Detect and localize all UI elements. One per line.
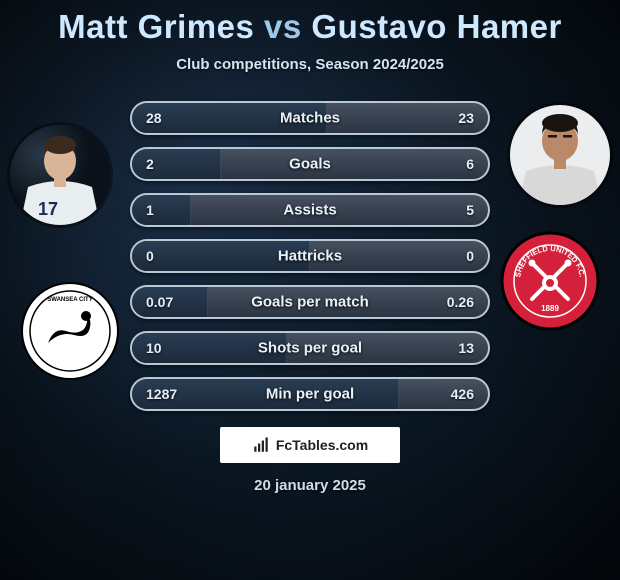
club-crest-right: SHEFFIELD UNITED F.C. 1889: [500, 231, 600, 331]
vs-text: vs: [264, 8, 302, 45]
comparison-main: 17: [0, 101, 620, 411]
stat-value-right: 5: [466, 202, 474, 218]
stat-row: 10Shots per goal13: [130, 331, 490, 365]
brand-text: FcTables.com: [276, 437, 368, 453]
stat-label: Shots per goal: [132, 340, 488, 357]
player1-name: Matt Grimes: [58, 8, 254, 45]
svg-text:SWANSEA CITY: SWANSEA CITY: [47, 297, 92, 303]
player2-portrait: [510, 105, 610, 205]
comparison-title: Matt Grimes vs Gustavo Hamer: [0, 0, 620, 46]
player2-name: Gustavo Hamer: [311, 8, 561, 45]
stat-value-right: 13: [458, 340, 474, 356]
stat-value-right: 0: [466, 248, 474, 264]
crest-year: 1889: [541, 304, 559, 313]
stat-row: 2Goals6: [130, 147, 490, 181]
stat-value-right: 426: [451, 386, 474, 402]
stat-label: Goals: [132, 156, 488, 173]
brand-footer: FcTables.com: [220, 427, 400, 463]
stat-pills: 28Matches23 2Goals6 1Assists5 0Hattricks0 0.…: [130, 101, 490, 411]
stat-label: Goals per match: [132, 294, 488, 311]
subtitle: Club competitions, Season 2024/2025: [0, 56, 620, 73]
stat-row: 28Matches23: [130, 101, 490, 135]
stat-label: Matches: [132, 110, 488, 127]
stat-row: 0Hattricks0: [130, 239, 490, 273]
jersey-number: 17: [38, 199, 58, 219]
stat-value-right: 0.26: [447, 294, 474, 310]
stat-label: Hattricks: [132, 248, 488, 265]
stat-label: Min per goal: [132, 386, 488, 403]
club-crest-left: SWANSEA CITY: [20, 281, 120, 381]
date-text: 20 january 2025: [0, 477, 620, 494]
stat-row: 1287Min per goal426: [130, 377, 490, 411]
stat-row: 0.07Goals per match0.26: [130, 285, 490, 319]
stat-value-right: 23: [458, 110, 474, 126]
stat-label: Assists: [132, 202, 488, 219]
stat-row: 1Assists5: [130, 193, 490, 227]
chart-icon: [252, 436, 270, 454]
player1-portrait: 17: [10, 125, 110, 225]
stat-value-right: 6: [466, 156, 474, 172]
